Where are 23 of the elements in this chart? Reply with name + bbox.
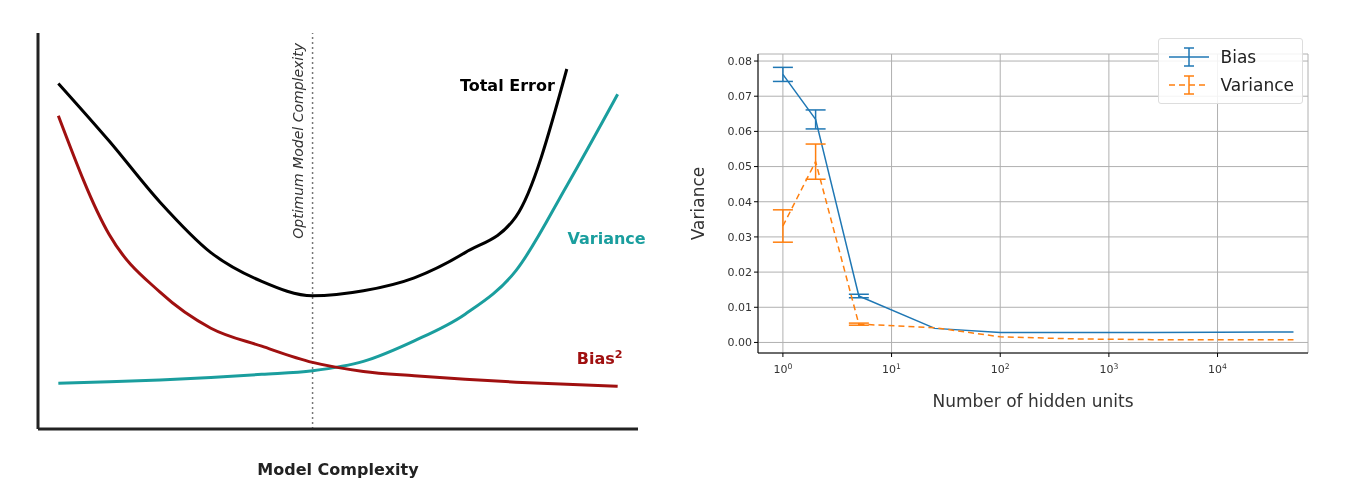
y-tick-label: 0.08 (727, 54, 752, 68)
series-label: Total Error (459, 76, 555, 95)
x-tick-label: 10$^{3}$ (1099, 361, 1119, 376)
series-label: Bias$^{2}$ (576, 347, 623, 369)
x-tick-label: 10$^{2}$ (990, 361, 1010, 376)
x-tick-label: 10$^{1}$ (882, 361, 902, 376)
y-tick-label: 0.02 (727, 266, 752, 279)
legend-label: Bias (1220, 47, 1257, 67)
y-tick-label: 0.06 (727, 125, 752, 139)
y-tick-label: 0.00 (727, 336, 752, 350)
y-tick-label: 0.01 (727, 301, 752, 315)
x-axis-title: Model Complexity (257, 460, 420, 479)
annotation: Optimum Model Complexity (289, 42, 306, 239)
x-tick-label: 10$^{4}$ (1208, 361, 1228, 376)
legend-label: Variance (1220, 75, 1294, 95)
y-tick-label: 0.05 (727, 160, 752, 174)
x-tick-label: 10$^{0}$ (773, 361, 793, 376)
y-tick-label: 0.07 (727, 90, 752, 104)
y-tick-label: 0.03 (727, 230, 752, 244)
y-tick-label: 0.04 (727, 195, 752, 209)
x-axis-title: Number of hidden units (932, 391, 1134, 411)
y-axis-title: Variance (688, 166, 709, 241)
series-label: Variance (567, 229, 646, 249)
